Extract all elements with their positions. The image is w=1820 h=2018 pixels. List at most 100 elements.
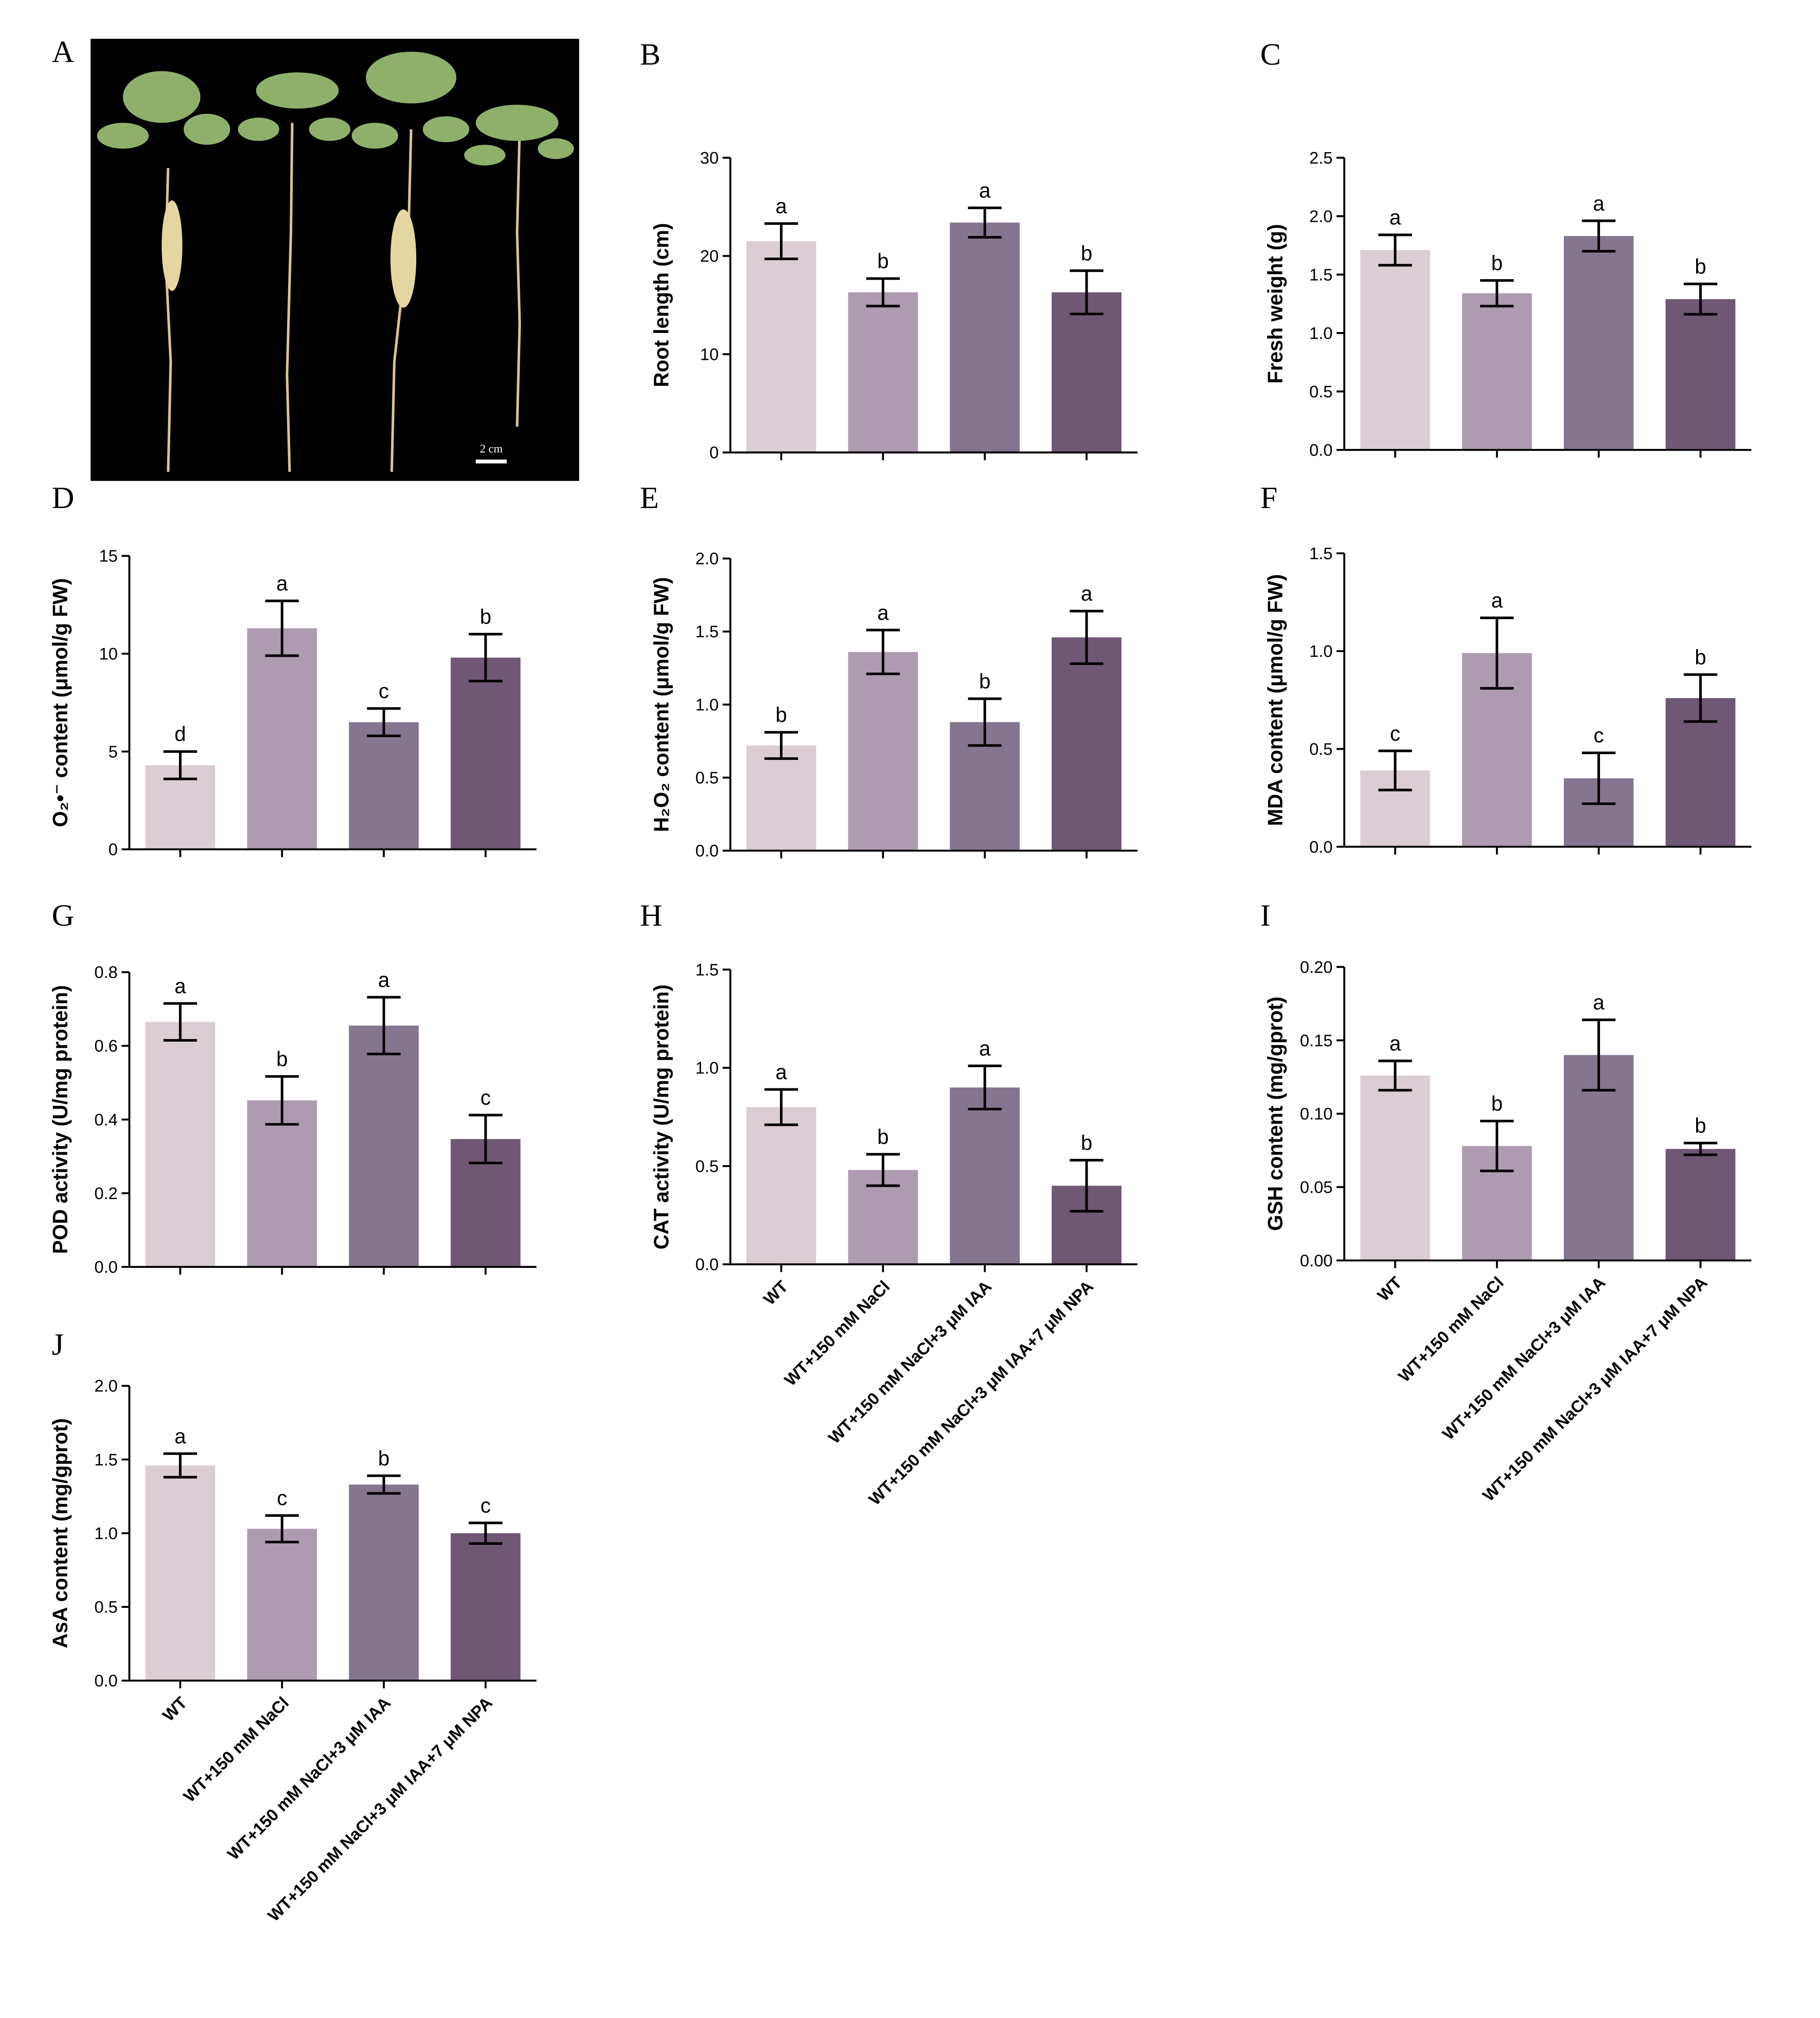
y-tick-label: 0.10	[1300, 1105, 1332, 1124]
bar	[247, 628, 317, 849]
y-tick-label: 0.20	[1300, 958, 1332, 977]
x-tick-label: WT+150 mM NaCl	[1395, 1274, 1507, 1386]
significance-letter: c	[1390, 722, 1400, 745]
bar	[1665, 1149, 1736, 1261]
y-tick-label: 5	[108, 743, 118, 761]
y-tick-label: 0.5	[1309, 383, 1333, 401]
panel-letter: F	[1260, 481, 1277, 515]
bar	[349, 722, 419, 849]
y-tick-label: 0	[709, 444, 719, 462]
error-bar	[163, 1002, 197, 1042]
error-bar	[1581, 219, 1616, 253]
plant-photo: 2 cm	[90, 38, 579, 481]
error-bar	[367, 1474, 401, 1495]
significance-letter: a	[175, 1425, 186, 1448]
significance-letter: b	[776, 703, 787, 726]
y-tick-label: 1.0	[695, 696, 719, 714]
x-tick-label: WT	[1374, 1274, 1406, 1305]
scale-bar-label: 2 cm	[480, 442, 503, 455]
y-tick-label: 10	[99, 645, 118, 664]
error-bar	[968, 697, 1002, 747]
bar	[1052, 637, 1122, 851]
y-axis-title: O₂•⁻ content (μmol/g FW)	[49, 578, 72, 827]
error-bar	[265, 1075, 299, 1126]
error-bar	[866, 277, 900, 307]
error-bar	[163, 1452, 197, 1479]
y-tick-label: 0.0	[1309, 441, 1333, 460]
bar	[349, 1484, 419, 1681]
y-axis-title: H₂O₂ content (μmol/g FW)	[650, 577, 673, 832]
bar	[349, 1025, 419, 1267]
error-bar	[764, 731, 798, 760]
error-bar	[163, 750, 197, 781]
y-axis-title: Root length (cm)	[650, 223, 673, 387]
y-tick-label: 2.0	[1309, 207, 1333, 226]
x-tick-label: WT+150 mM NaCl	[781, 1277, 894, 1390]
significance-letter: a	[776, 194, 787, 217]
x-tick-label: WT+150 mM NaCl+3 μM IAA+7 μM NPA	[265, 1693, 496, 1925]
bar	[1360, 1075, 1430, 1261]
y-axis-title: CAT activity (U/mg protein)	[650, 984, 673, 1249]
bar	[848, 292, 918, 453]
x-tick-label: WT+150 mM NaCl+3 μM IAA+7 μM NPA	[1479, 1274, 1711, 1505]
y-tick-label: 2.0	[695, 550, 719, 568]
y-axis-title: Fresh weight (g)	[1264, 224, 1287, 384]
y-axis-title: AsA content (mg/gprot)	[49, 1418, 72, 1648]
significance-letter: b	[1491, 251, 1503, 274]
significance-letter: b	[1081, 242, 1092, 265]
bar	[451, 658, 521, 849]
significance-letter: a	[1593, 991, 1605, 1014]
significance-letter: a	[1081, 582, 1093, 605]
error-bar	[1683, 673, 1718, 723]
x-tick-label: WT	[159, 1693, 191, 1725]
bar	[1665, 698, 1736, 847]
significance-letter: b	[1695, 255, 1706, 278]
error-bar	[367, 707, 401, 737]
error-bar	[1378, 233, 1412, 267]
bar	[1462, 293, 1532, 450]
y-tick-label: 0.5	[695, 1157, 719, 1176]
bar	[950, 1087, 1020, 1264]
significance-letter: a	[276, 572, 288, 595]
significance-letter: b	[877, 250, 889, 273]
bar	[746, 241, 817, 453]
error-bar	[1683, 282, 1718, 316]
y-tick-label: 0.5	[1309, 740, 1333, 759]
significance-letter: b	[877, 1125, 889, 1148]
y-tick-label: 0.15	[1300, 1031, 1332, 1050]
x-tick-label: WT	[760, 1277, 792, 1309]
bar	[1360, 250, 1430, 450]
y-tick-label: 1.5	[94, 1451, 118, 1469]
error-bar	[1683, 1142, 1718, 1156]
bar	[1665, 299, 1736, 450]
significance-letter: a	[979, 179, 991, 202]
error-bar	[265, 1514, 299, 1543]
error-bar	[968, 206, 1002, 239]
error-bar	[1378, 1059, 1412, 1092]
significance-letter: c	[481, 1086, 491, 1109]
panel-letter: A	[52, 35, 75, 69]
y-tick-label: 1.5	[695, 623, 719, 641]
bar	[1563, 236, 1634, 450]
bar	[451, 1533, 521, 1681]
y-tick-label: 15	[99, 547, 118, 566]
significance-letter: b	[378, 1447, 389, 1470]
significance-letter: a	[1389, 1032, 1401, 1055]
error-bar	[1480, 617, 1514, 690]
error-bar	[469, 633, 503, 683]
significance-letter: a	[378, 968, 390, 991]
bar	[145, 1022, 215, 1267]
significance-letter: b	[480, 605, 491, 628]
y-tick-label: 0.5	[695, 769, 719, 787]
error-bar	[367, 996, 401, 1055]
error-bar	[764, 1088, 798, 1126]
error-bar	[1480, 1120, 1514, 1173]
y-tick-label: 20	[700, 247, 719, 266]
significance-letter: c	[379, 680, 389, 703]
y-tick-label: 1.0	[94, 1525, 118, 1543]
y-tick-label: 1.5	[695, 961, 719, 979]
x-tick-label: WT+150 mM NaCl+3 μM IAA+7 μM NPA	[865, 1277, 1097, 1509]
y-tick-label: 1.0	[1309, 643, 1333, 661]
significance-letter: a	[1491, 589, 1503, 612]
error-bar	[764, 222, 798, 261]
